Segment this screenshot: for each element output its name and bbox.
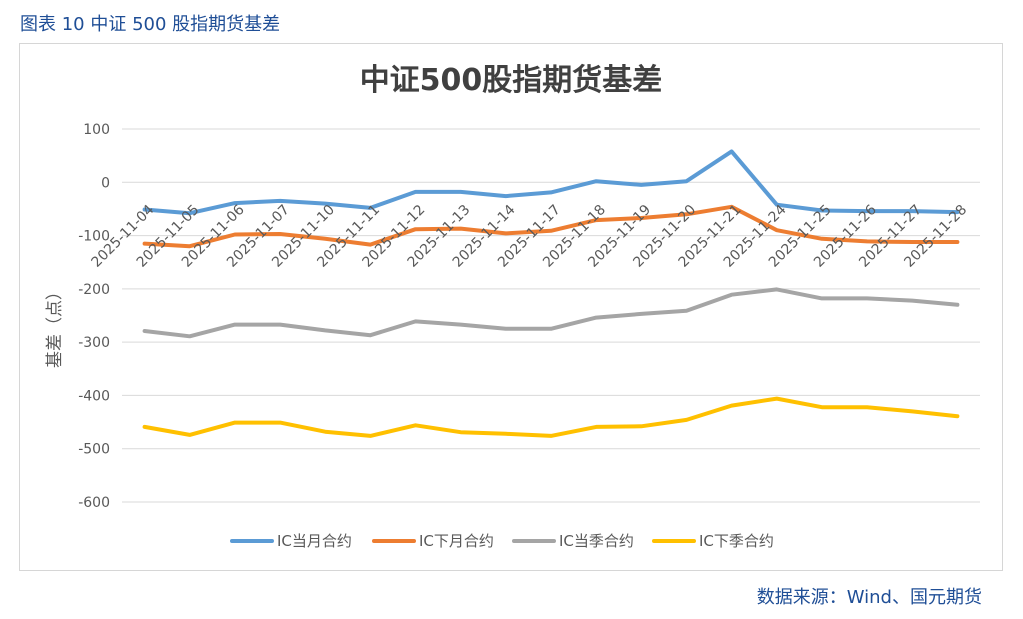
legend: IC当月合约 IC下月合约 IC当季合约 IC下季合约 bbox=[230, 532, 774, 550]
source-note: 数据来源：Wind、国元期货 bbox=[756, 587, 982, 608]
gridlines bbox=[122, 128, 980, 503]
y-tick-label: -500 bbox=[78, 442, 110, 458]
y-tick-label: -200 bbox=[78, 282, 110, 298]
legend-label: IC当月合约 bbox=[277, 532, 352, 550]
y-tick-label: -600 bbox=[78, 495, 110, 511]
line-chart: 中证500股指期货基差 100 0 -100 -200 -300 -400 -500 -600… bbox=[45, 63, 980, 550]
figure-caption: 图表 10 中证 500 股指期货基差 bbox=[20, 14, 281, 35]
legend-label: IC下季合约 bbox=[699, 532, 774, 550]
legend-label: IC下月合约 bbox=[419, 532, 494, 550]
series-line-4 bbox=[142, 396, 960, 438]
y-tick-label: -100 bbox=[78, 229, 110, 245]
legend-label: IC当季合约 bbox=[559, 532, 634, 550]
y-tick-label: -400 bbox=[78, 388, 110, 404]
chart-title: 中证500股指期货基差 bbox=[360, 63, 663, 98]
y-tick-label: -300 bbox=[78, 335, 110, 351]
y-axis-tick-labels: 100 0 -100 -200 -300 -400 -500 -600 bbox=[78, 122, 110, 511]
y-tick-label: 100 bbox=[83, 122, 110, 138]
chart-container: 中证500股指期货基差 100 0 -100 -200 -300 -400 -500 -600… bbox=[19, 43, 1003, 571]
y-axis-label: 基差（点） bbox=[45, 283, 65, 368]
series-lines bbox=[142, 149, 960, 438]
series-line-3 bbox=[142, 287, 960, 339]
series-line-2 bbox=[142, 204, 960, 249]
series-line-1 bbox=[142, 149, 960, 216]
y-tick-label: 0 bbox=[101, 175, 110, 191]
